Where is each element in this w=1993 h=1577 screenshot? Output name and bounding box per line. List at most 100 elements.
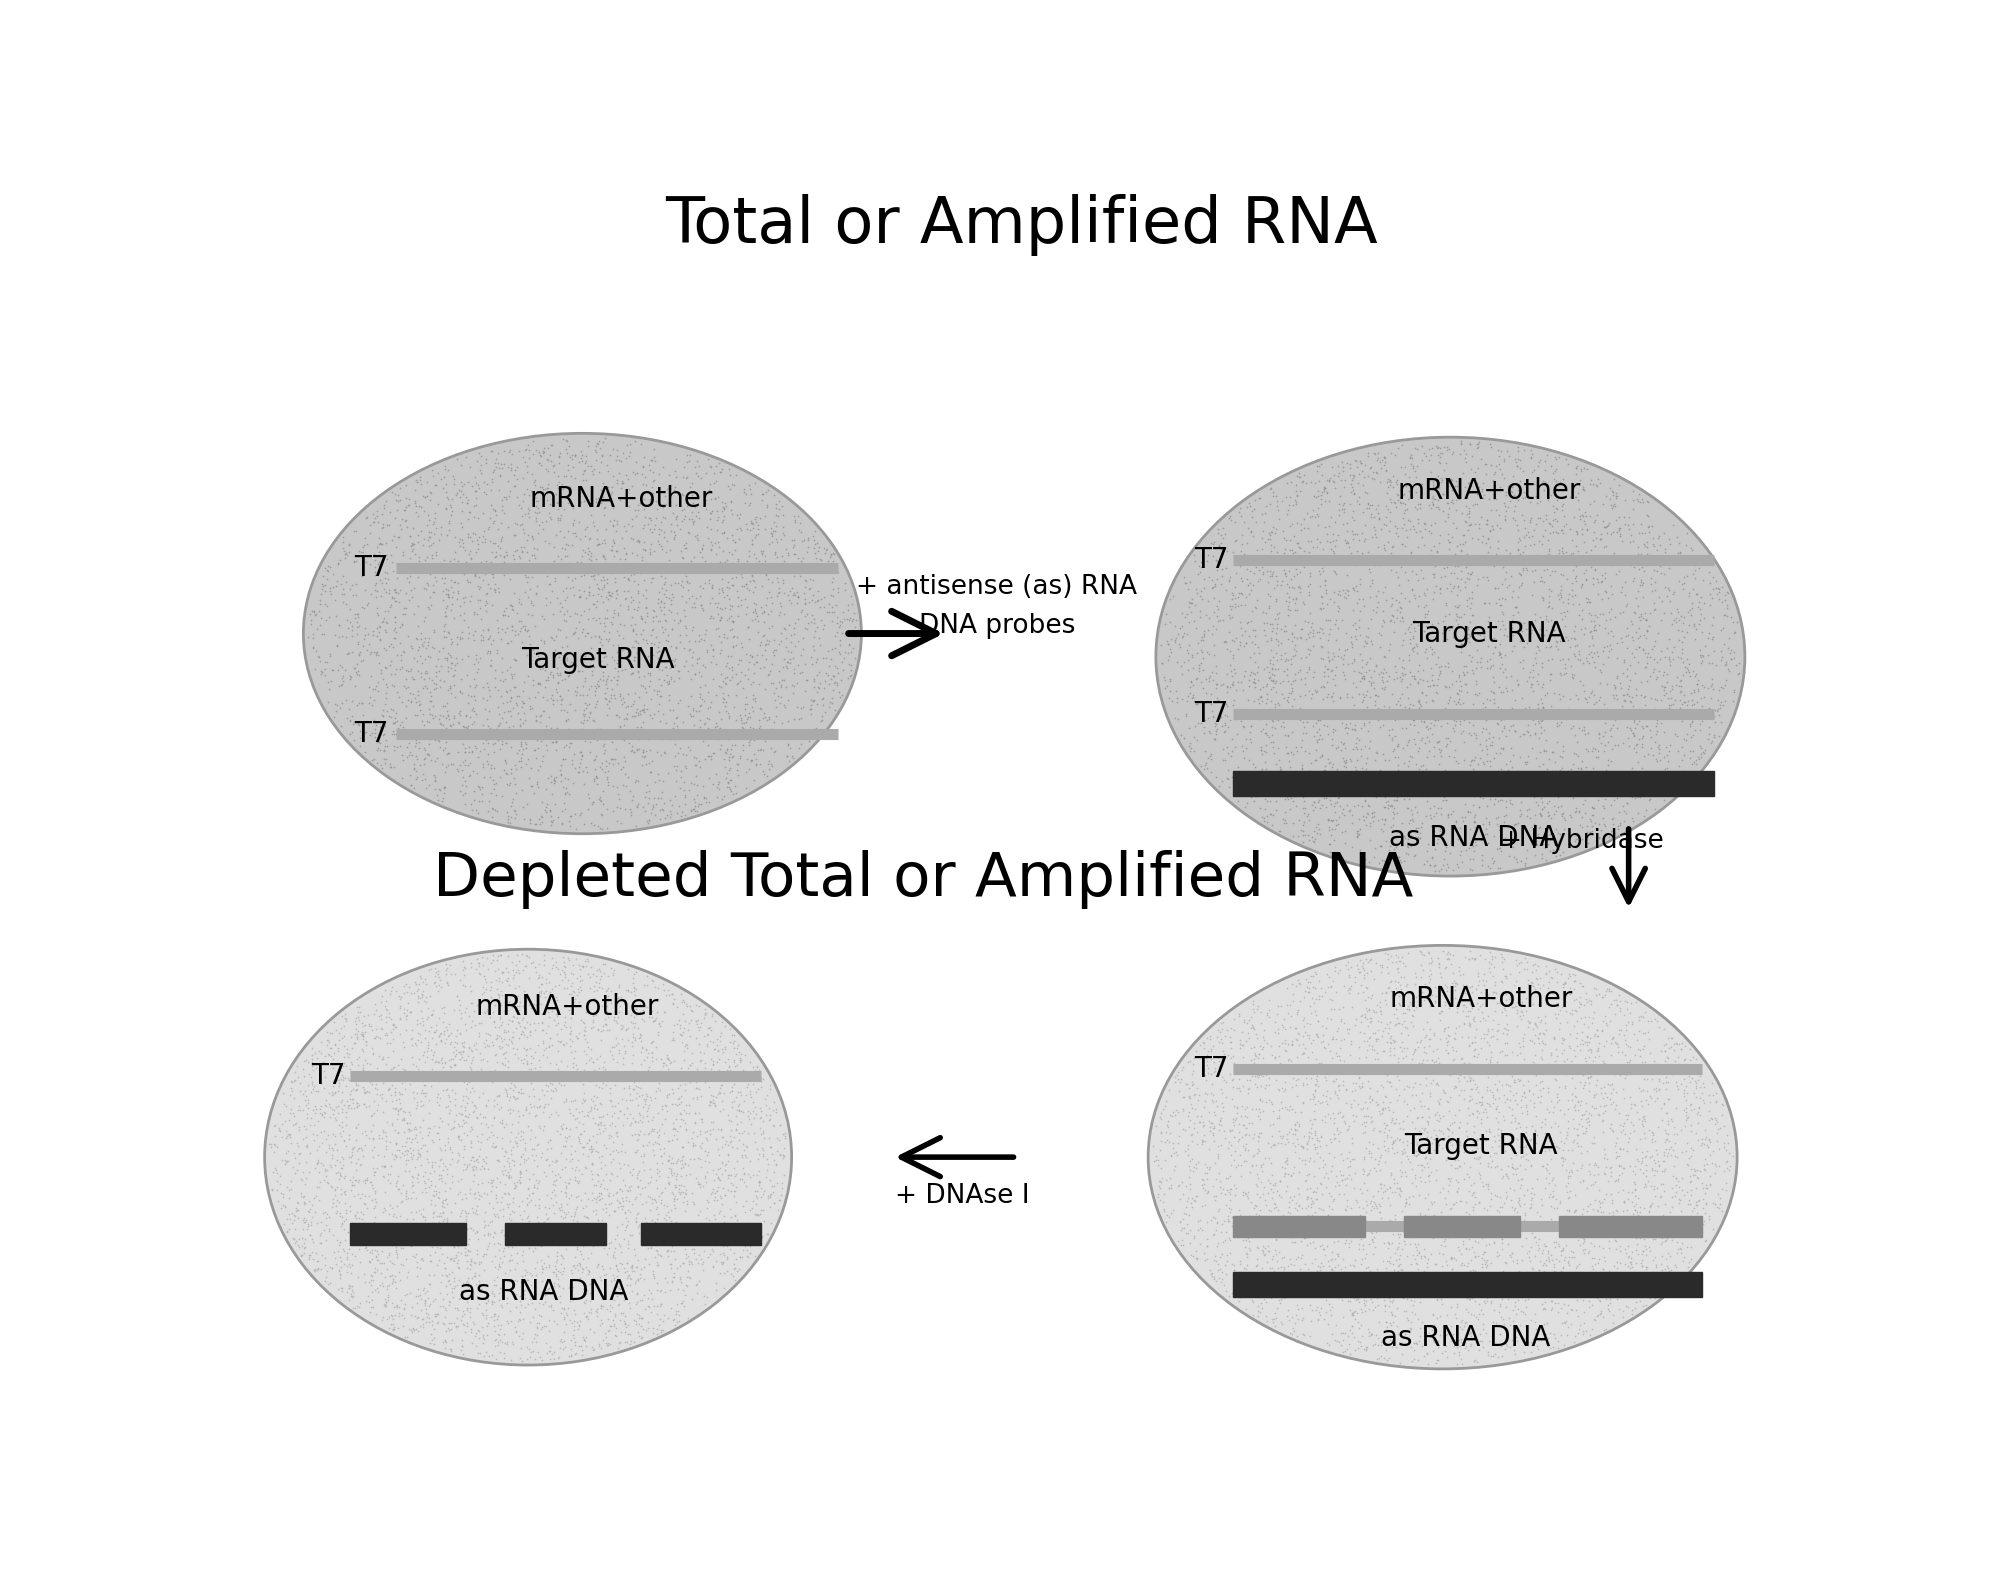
Point [357,1035,389,1060]
Point [1535,511,1566,536]
Point [450,490,482,516]
Point [1371,850,1403,875]
Point [379,1303,411,1328]
Point [1369,1266,1401,1292]
Point [1285,752,1317,777]
Point [403,522,434,547]
Point [1511,718,1543,743]
Point [367,1044,399,1069]
Point [1375,727,1407,752]
Point [1473,604,1505,629]
Point [606,448,638,473]
Point [1527,1061,1559,1087]
Point [466,500,498,525]
Point [1602,817,1634,842]
Point [1411,669,1443,694]
Point [1539,1173,1570,1199]
Point [644,1121,676,1146]
Point [1359,784,1391,809]
Point [1403,688,1435,713]
Point [1551,1158,1582,1183]
Point [1333,1222,1365,1247]
Point [710,621,741,647]
Point [1439,620,1471,645]
Point [1497,1213,1529,1238]
Point [743,1170,775,1195]
Point [407,533,438,558]
Point [335,1194,367,1219]
Point [494,591,526,617]
Point [1487,1191,1519,1216]
Point [586,994,618,1019]
Point [1369,445,1401,470]
Point [1668,1083,1700,1109]
Point [1240,1057,1272,1082]
Point [339,1202,371,1227]
Point [572,1035,604,1060]
Point [646,1187,678,1213]
Point [267,1112,299,1137]
Point [574,691,606,716]
Point [351,1288,383,1314]
Point [432,582,464,607]
Point [660,743,692,768]
Point [628,795,660,820]
Point [397,1025,428,1050]
Point [544,662,576,688]
Point [494,629,526,654]
Point [504,546,536,571]
Point [1618,1042,1650,1068]
Point [1373,776,1405,801]
Point [1210,675,1242,700]
Point [530,971,562,997]
Point [480,1175,512,1200]
Point [297,1227,329,1252]
Point [1321,1241,1353,1266]
Point [574,976,606,1001]
Point [1335,629,1367,654]
Point [1612,1271,1644,1296]
Point [1572,1105,1604,1131]
Point [1461,481,1493,506]
Point [446,1031,478,1057]
Point [684,1214,715,1240]
Point [498,806,530,831]
Point [1463,795,1495,820]
Point [713,462,745,487]
Point [450,550,482,576]
Point [1401,519,1433,544]
Point [1431,732,1463,757]
Point [1716,1143,1748,1169]
Point [287,1208,319,1233]
Point [1341,454,1373,479]
Point [1236,629,1268,654]
Point [1359,1285,1391,1310]
Point [1411,848,1443,874]
Point [1628,771,1660,796]
Point [1230,658,1262,683]
Point [446,749,478,774]
Point [1274,1281,1305,1306]
Point [1333,535,1365,560]
Point [1341,820,1373,845]
Point [534,979,566,1005]
Point [1323,1181,1355,1206]
Point [387,689,419,714]
Point [343,662,375,688]
Point [1531,727,1563,752]
Point [1541,1187,1572,1213]
Point [785,659,817,684]
Point [425,975,456,1000]
Point [1527,1326,1559,1351]
Point [409,1203,440,1228]
Point [494,1181,526,1206]
Point [401,1053,432,1079]
Point [1519,531,1551,557]
Point [1222,754,1254,779]
Point [379,481,411,506]
Point [1455,1323,1487,1348]
Point [1323,1276,1355,1301]
Point [660,768,692,793]
Point [389,1325,421,1350]
Point [1202,1146,1234,1172]
